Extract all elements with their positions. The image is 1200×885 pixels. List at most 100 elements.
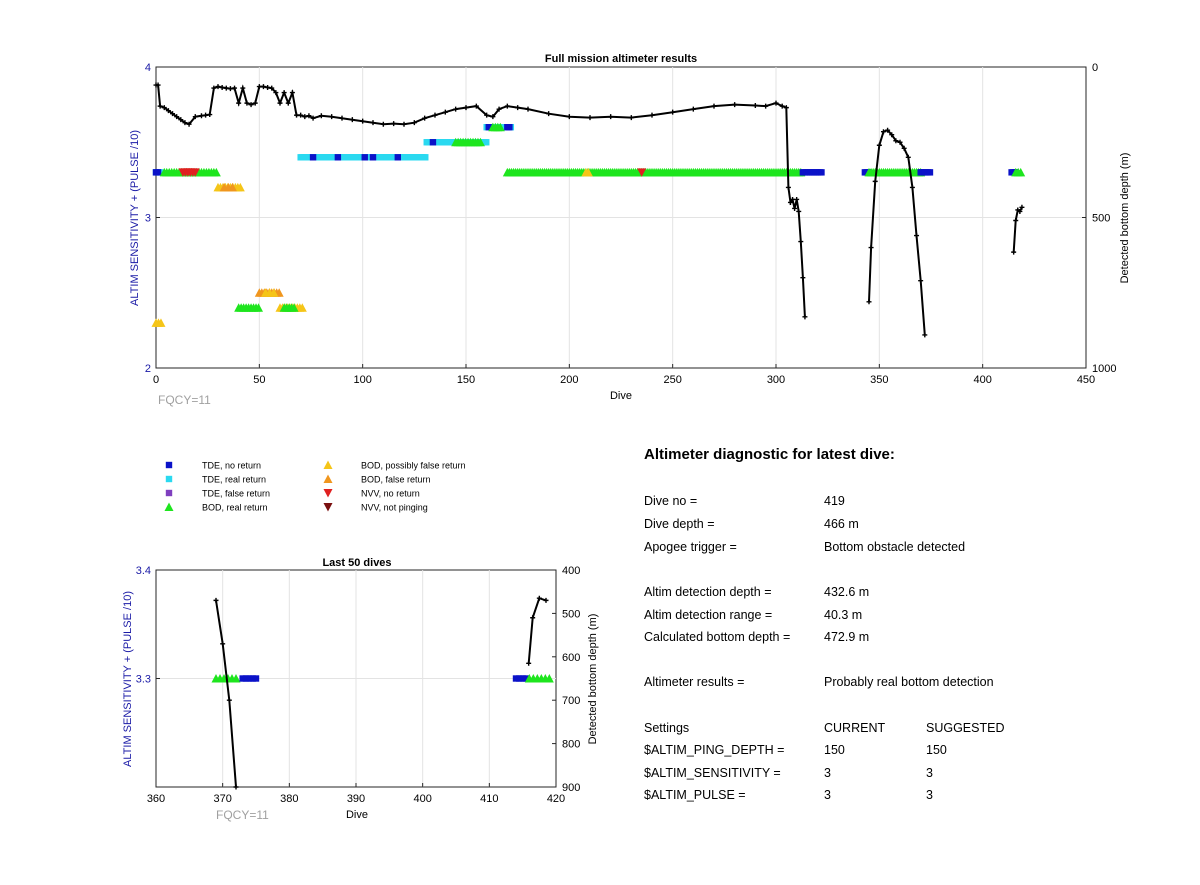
depth-point: [432, 112, 438, 118]
legend-marker: [165, 461, 173, 469]
diag-value: Probably real bottom detection: [824, 675, 994, 689]
diag-value: Bottom obstacle detected: [824, 540, 966, 554]
depth-point: [186, 121, 192, 127]
bottom-chart-title: Last 50 dives: [322, 557, 391, 569]
marker-tde-no: [394, 154, 401, 161]
depth-point: [306, 113, 312, 119]
x-tick-label: 300: [767, 374, 785, 386]
marker-tde-no: [242, 675, 250, 682]
depth-point: [232, 85, 238, 91]
marker-bod-real: [495, 122, 505, 132]
bottom-ticks: 360 370 380 390 400 410 420 3.3 3.4 400 500 600 700 8…: [136, 565, 581, 805]
diag-value: 419: [824, 494, 845, 508]
depth-series-line: [527, 596, 547, 664]
setting-current: 150: [824, 743, 845, 757]
marker-tde-no: [361, 154, 368, 161]
depth-point: [794, 196, 800, 202]
bottom-y-right-label: Detected bottom depth (m): [587, 614, 599, 745]
depth-point: [220, 641, 226, 647]
depth-point: [798, 239, 804, 245]
marker-tde-no: [369, 154, 377, 161]
depth-point: [411, 120, 417, 126]
marker-bod-possible: [583, 167, 593, 177]
x-tick-label: 150: [457, 374, 475, 386]
marker-tde-no: [519, 675, 526, 682]
depth-point: [868, 245, 874, 251]
legend-marker: [165, 475, 173, 483]
depth-point: [233, 784, 239, 790]
depth-point: [526, 660, 532, 666]
depth-point: [897, 139, 903, 145]
diag-label: Dive no =: [644, 494, 698, 508]
y-left-tick-label: 3.3: [136, 674, 151, 686]
depth-point: [302, 114, 308, 120]
depth-point: [543, 597, 549, 603]
marker-bod-possible: [297, 303, 307, 312]
x-tick-label: 400: [413, 793, 431, 805]
y-right-tick-label: 900: [562, 782, 580, 794]
depth-point: [525, 106, 531, 112]
top-chart-title: Full mission altimeter results: [545, 53, 697, 65]
x-tick-label: 380: [280, 793, 298, 805]
x-tick-label: 50: [253, 374, 265, 386]
depth-point: [670, 109, 676, 115]
depth-point: [530, 615, 536, 621]
depth-point: [763, 103, 769, 109]
depth-point: [252, 100, 258, 106]
depth-point: [473, 103, 479, 109]
marker-bod-possible: [156, 318, 166, 327]
depth-point: [773, 100, 779, 106]
marker-bod-possible: [269, 288, 279, 297]
depth-point: [442, 109, 448, 115]
legend-marker: [323, 460, 333, 469]
marker-nvv-no: [637, 168, 647, 177]
depth-point: [192, 114, 198, 120]
settings-suggested-header: SUGGESTED: [926, 721, 1005, 735]
depth-point: [649, 112, 655, 118]
diag-value: 466 m: [824, 517, 859, 531]
diag-value: 40.3 m: [824, 608, 863, 622]
depth-point: [515, 105, 521, 111]
depth-point: [885, 127, 891, 133]
depth-point: [608, 114, 614, 120]
bottom-y-left-label: ALTIM SENSITIVITY + (PULSE /10): [122, 591, 134, 767]
depth-point: [1017, 208, 1023, 214]
top-footnote: FQCY=11: [158, 393, 211, 407]
diag-label: Calculated bottom depth =: [644, 630, 791, 644]
full-mission-axes: 0 50 100 150 200 250 300 350 400 450 2 3 4 0 500 1000 F…: [129, 53, 1131, 407]
top-ticks: 0 50 100 150 200 250 300 350 400 450 2 3 4 0 500 1000: [145, 62, 1117, 386]
marker-tde-no: [485, 124, 492, 131]
marker-tde-no: [154, 169, 162, 176]
depth-point: [391, 121, 397, 127]
depth-point: [401, 121, 407, 127]
setting-label: $ALTIM_SENSITIVITY =: [644, 766, 781, 780]
x-tick-label: 390: [347, 793, 365, 805]
diag-value: 472.9 m: [824, 630, 870, 644]
top-grid: [156, 67, 1086, 368]
marker-nvv-no: [190, 168, 200, 177]
setting-suggested: 3: [926, 788, 933, 802]
depth-point: [339, 115, 345, 121]
legend-marker: [165, 489, 173, 497]
depth-point: [711, 103, 717, 109]
x-tick-label: 100: [353, 374, 371, 386]
depth-point: [893, 138, 899, 144]
diag-label: Altim detection range =: [644, 608, 773, 622]
depth-point: [298, 112, 304, 118]
x-tick-label: 200: [560, 374, 578, 386]
depth-point: [240, 85, 246, 91]
depth-point: [370, 120, 376, 126]
depth-point: [281, 90, 287, 96]
legend-label: BOD, false return: [361, 475, 431, 485]
marker-tde-no: [309, 154, 317, 161]
depth-point: [787, 199, 793, 205]
depth-point: [1011, 249, 1017, 255]
top-x-label: Dive: [610, 390, 632, 402]
depth-point: [329, 114, 335, 120]
diag-label: Apogee trigger =: [644, 540, 737, 554]
depth-point: [922, 332, 928, 338]
marker-bod-real: [211, 167, 221, 177]
marker-bod-possible: [235, 182, 245, 192]
marker-tde-no: [512, 675, 520, 682]
diagnostic-title: Altimeter diagnostic for latest dive:: [644, 446, 895, 463]
